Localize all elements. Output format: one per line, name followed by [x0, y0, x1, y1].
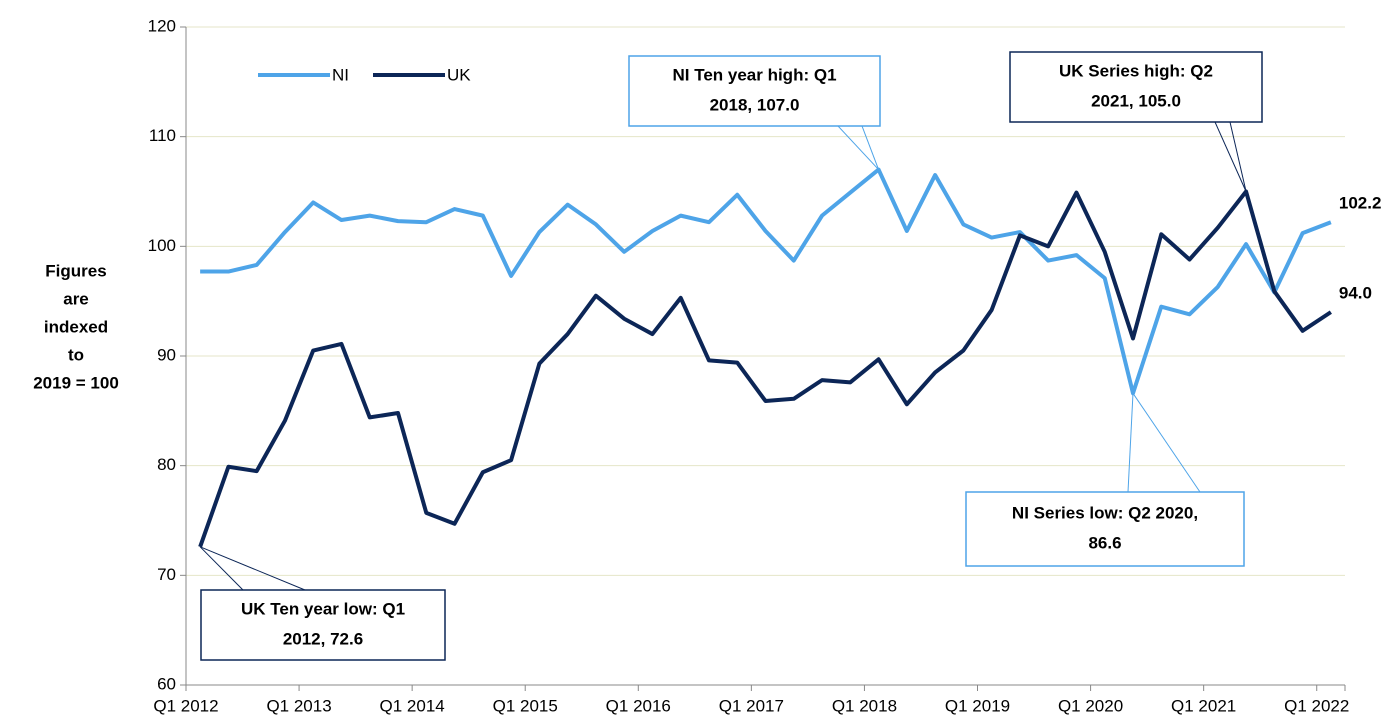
annotation-box [1009, 51, 1263, 123]
y-tick-label: 120 [148, 16, 176, 35]
annotation-text: UK Ten year low: Q1 [241, 599, 405, 618]
y-tick-label: 100 [148, 236, 176, 255]
annotation-leader [1229, 121, 1247, 192]
x-tick-label: Q1 2013 [266, 696, 331, 715]
annotation-leader [861, 125, 880, 170]
annotation-text: NI Series low: Q2 2020, [1012, 503, 1198, 522]
x-tick-label: Q1 2014 [380, 696, 445, 715]
annotation-text: UK Series high: Q2 [1059, 61, 1213, 80]
series-line [198, 189, 1332, 548]
annotation-box [200, 589, 446, 661]
data-label: 102.2 [1339, 194, 1382, 213]
y-axis-label: 2019 = 100 [33, 373, 119, 392]
annotation-leader [1132, 393, 1201, 493]
y-tick-label: 90 [157, 345, 176, 364]
annotation-box [628, 55, 881, 127]
annotation-leader [837, 125, 879, 170]
series-line [200, 167, 1332, 396]
annotation-leader [199, 546, 306, 591]
x-tick-label: Q1 2021 [1171, 696, 1236, 715]
annotation-text: 2018, 107.0 [710, 95, 800, 114]
y-tick-label: 80 [157, 455, 176, 474]
x-tick-label: Q1 2018 [832, 696, 897, 715]
x-tick-label: Q1 2022 [1284, 696, 1349, 715]
y-axis-label: are [63, 289, 89, 308]
annotation-text: NI Ten year high: Q1 [672, 65, 836, 84]
y-axis-label: indexed [44, 317, 108, 336]
x-tick-label: Q1 2019 [945, 696, 1010, 715]
y-axis-label: Figures [45, 261, 106, 280]
y-tick-label: 70 [157, 565, 176, 584]
x-tick-label: Q1 2017 [719, 696, 784, 715]
annotation-leader [1214, 121, 1247, 192]
y-axis-label: to [68, 345, 84, 364]
annotation-leader [199, 546, 244, 591]
x-tick-label: Q1 2020 [1058, 696, 1123, 715]
annotation-box [965, 491, 1245, 567]
x-tick-label: Q1 2016 [606, 696, 671, 715]
x-tick-label: Q1 2012 [153, 696, 218, 715]
annotation-text: 86.6 [1088, 533, 1121, 552]
x-tick-label: Q1 2015 [493, 696, 558, 715]
annotation-text: 2021, 105.0 [1091, 91, 1181, 110]
y-tick-label: 60 [157, 674, 176, 693]
data-label: 94.0 [1339, 284, 1372, 303]
annotation-leader [1127, 393, 1134, 493]
legend-label: UK [447, 65, 471, 84]
legend-label: NI [332, 65, 349, 84]
y-tick-label: 110 [149, 126, 176, 145]
annotation-text: 2012, 72.6 [283, 629, 363, 648]
